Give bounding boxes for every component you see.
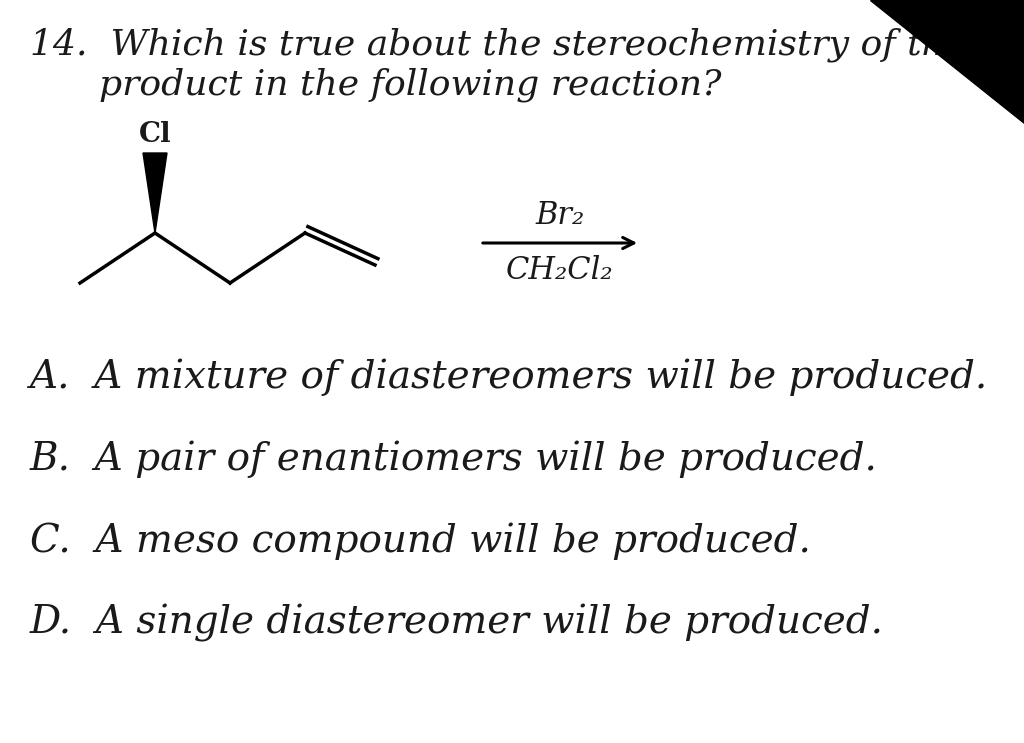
Text: D.  A single diastereomer will be produced.: D. A single diastereomer will be produce…	[30, 604, 884, 642]
Text: 14.  Which is true about the stereochemistry of the: 14. Which is true about the stereochemis…	[30, 28, 967, 62]
Text: Br₂: Br₂	[536, 200, 585, 231]
Text: B.  A pair of enantiomers will be produced.: B. A pair of enantiomers will be produce…	[30, 440, 878, 478]
Polygon shape	[870, 0, 1024, 123]
Text: A.  A mixture of diastereomers will be produced.: A. A mixture of diastereomers will be pr…	[30, 358, 988, 395]
Text: CH₂Cl₂: CH₂Cl₂	[506, 255, 613, 286]
Polygon shape	[143, 153, 167, 233]
Text: Cl: Cl	[138, 121, 171, 148]
Text: product in the following reaction?: product in the following reaction?	[30, 68, 722, 103]
Text: C.  A meso compound will be produced.: C. A meso compound will be produced.	[30, 522, 811, 559]
